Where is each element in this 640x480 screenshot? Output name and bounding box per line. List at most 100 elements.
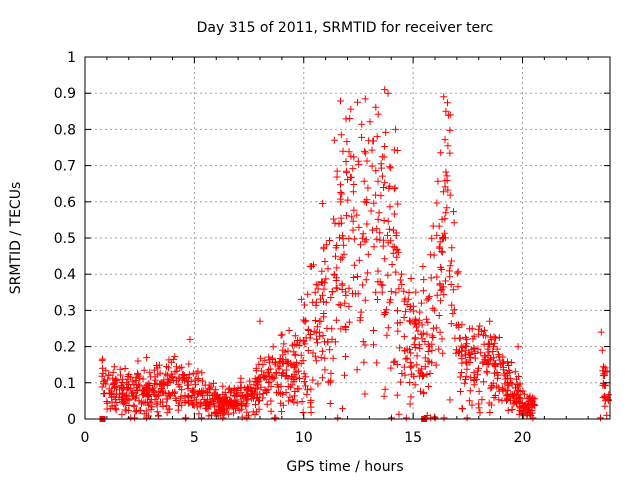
data-point <box>297 360 305 368</box>
data-point <box>422 315 430 323</box>
data-point <box>456 373 464 381</box>
data-point <box>421 363 429 371</box>
data-point <box>406 400 414 408</box>
data-point <box>212 386 220 394</box>
data-point <box>377 281 385 289</box>
data-point <box>317 295 324 303</box>
data-point <box>437 286 445 294</box>
data-point <box>255 377 263 385</box>
data-point <box>384 271 392 279</box>
data-point <box>302 382 309 390</box>
x-tick-label: 15 <box>404 430 422 446</box>
data-point <box>302 373 310 381</box>
data-point <box>394 307 401 315</box>
data-point <box>112 376 120 384</box>
data-point <box>426 370 434 377</box>
data-point <box>101 390 108 397</box>
data-point <box>362 276 370 284</box>
data-point <box>599 372 607 380</box>
data-point <box>283 372 290 379</box>
data-point <box>374 278 382 286</box>
data-point <box>290 363 298 371</box>
data-point <box>342 323 350 331</box>
data-point <box>237 374 245 382</box>
data-point <box>210 379 217 387</box>
data-point <box>320 313 328 321</box>
data-point <box>529 414 537 422</box>
data-point <box>350 274 358 281</box>
data-point <box>515 398 523 406</box>
data-point <box>374 215 382 223</box>
data-point <box>287 359 295 367</box>
data-point <box>113 377 121 385</box>
data-point <box>156 369 164 377</box>
data-point <box>324 338 332 346</box>
data-point <box>496 356 504 364</box>
data-point <box>475 400 483 408</box>
data-point <box>487 384 495 392</box>
data-point <box>470 369 478 377</box>
data-point <box>386 203 394 211</box>
data-point <box>119 375 127 383</box>
data-point <box>347 105 355 113</box>
data-point <box>278 408 285 416</box>
data-point <box>151 376 159 384</box>
data-point <box>392 229 400 237</box>
data-point <box>411 335 419 343</box>
data-point <box>350 153 358 161</box>
data-point <box>276 355 284 362</box>
data-point <box>406 379 414 386</box>
data-point <box>289 341 296 349</box>
data-point <box>329 354 337 362</box>
data-point <box>335 220 343 228</box>
data-point <box>354 273 361 281</box>
data-point <box>103 376 111 384</box>
data-point <box>194 375 202 382</box>
data-point <box>98 372 106 380</box>
data-point <box>219 382 227 390</box>
data-point <box>400 363 408 371</box>
data-point <box>513 381 521 388</box>
data-point <box>269 343 277 351</box>
data-point <box>459 405 466 413</box>
data-point <box>449 286 457 294</box>
data-point <box>357 241 364 249</box>
data-point <box>134 357 142 365</box>
data-point <box>327 369 335 377</box>
data-point <box>135 407 143 415</box>
data-point <box>139 375 147 383</box>
data-point <box>454 268 462 276</box>
data-point <box>138 400 145 408</box>
data-point <box>167 370 175 378</box>
data-point <box>438 335 446 343</box>
data-point <box>500 363 507 371</box>
data-point <box>508 359 516 366</box>
data-point <box>470 332 478 340</box>
data-point <box>386 163 394 171</box>
data-point <box>284 383 292 390</box>
data-point <box>360 177 368 185</box>
data-point <box>391 243 399 251</box>
data-point <box>466 353 474 361</box>
data-point <box>381 179 389 187</box>
data-point <box>447 257 455 265</box>
data-point <box>394 327 402 335</box>
data-point <box>393 253 401 261</box>
data-point <box>402 355 410 363</box>
data-point <box>424 357 432 365</box>
data-point <box>333 264 341 272</box>
data-point <box>230 409 238 417</box>
data-point <box>429 304 437 312</box>
data-point <box>304 386 311 394</box>
data-point <box>463 365 471 373</box>
data-point <box>337 325 345 333</box>
data-point <box>507 379 515 387</box>
data-point <box>435 312 443 319</box>
data-point <box>378 172 386 180</box>
data-point <box>477 349 485 357</box>
data-point <box>420 276 428 284</box>
data-point <box>428 346 436 354</box>
data-point <box>198 369 206 377</box>
data-point <box>600 363 607 371</box>
